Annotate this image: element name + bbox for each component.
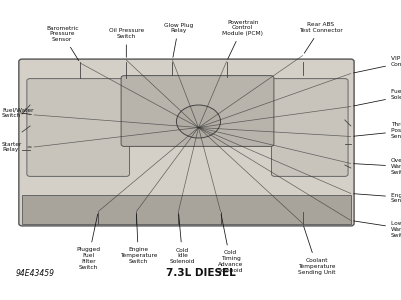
- Text: 94E43459: 94E43459: [16, 268, 55, 278]
- Bar: [22, 195, 351, 224]
- Text: Coolant
Temperature
Sending Unit: Coolant Temperature Sending Unit: [298, 226, 336, 274]
- FancyBboxPatch shape: [27, 79, 130, 176]
- Text: Fuel Shut-Off
Solenoid: Fuel Shut-Off Solenoid: [354, 89, 401, 106]
- Text: Barometric
Pressure
Sensor: Barometric Pressure Sensor: [46, 26, 79, 61]
- Text: Glow Plug
Relay: Glow Plug Relay: [164, 22, 193, 57]
- Text: Engine
Temperature
Switch: Engine Temperature Switch: [119, 214, 157, 264]
- Text: Plugged
Fuel
Filter
Switch: Plugged Fuel Filter Switch: [76, 214, 100, 270]
- Text: Cold
Timing
Advance
Solenoid: Cold Timing Advance Solenoid: [218, 214, 243, 273]
- FancyBboxPatch shape: [271, 79, 348, 176]
- Circle shape: [176, 105, 221, 138]
- Text: Rear ABS
Test Connector: Rear ABS Test Connector: [299, 22, 343, 53]
- Text: Engine Speed
Sensor: Engine Speed Sensor: [354, 193, 401, 203]
- Text: Throttle
Position (TP)
Sensor: Throttle Position (TP) Sensor: [354, 122, 401, 139]
- Text: Powertrain
Control
Module (PCM): Powertrain Control Module (PCM): [222, 20, 263, 59]
- FancyBboxPatch shape: [121, 76, 274, 146]
- Text: Overheat
Warning
Switch: Overheat Warning Switch: [354, 158, 401, 175]
- Text: Fuel/Water
Switch: Fuel/Water Switch: [2, 107, 34, 118]
- Text: Low Vacuum
Warning
Switch: Low Vacuum Warning Switch: [354, 221, 401, 238]
- Text: VIP Test
Connectors: VIP Test Connectors: [354, 56, 401, 73]
- FancyBboxPatch shape: [19, 59, 354, 226]
- Text: Starter
Relay: Starter Relay: [2, 142, 31, 152]
- Text: Cold
Idle
Solenoid: Cold Idle Solenoid: [170, 214, 195, 264]
- Text: Oil Pressure
Switch: Oil Pressure Switch: [109, 28, 144, 57]
- Text: 7.3L DIESEL: 7.3L DIESEL: [166, 268, 235, 278]
